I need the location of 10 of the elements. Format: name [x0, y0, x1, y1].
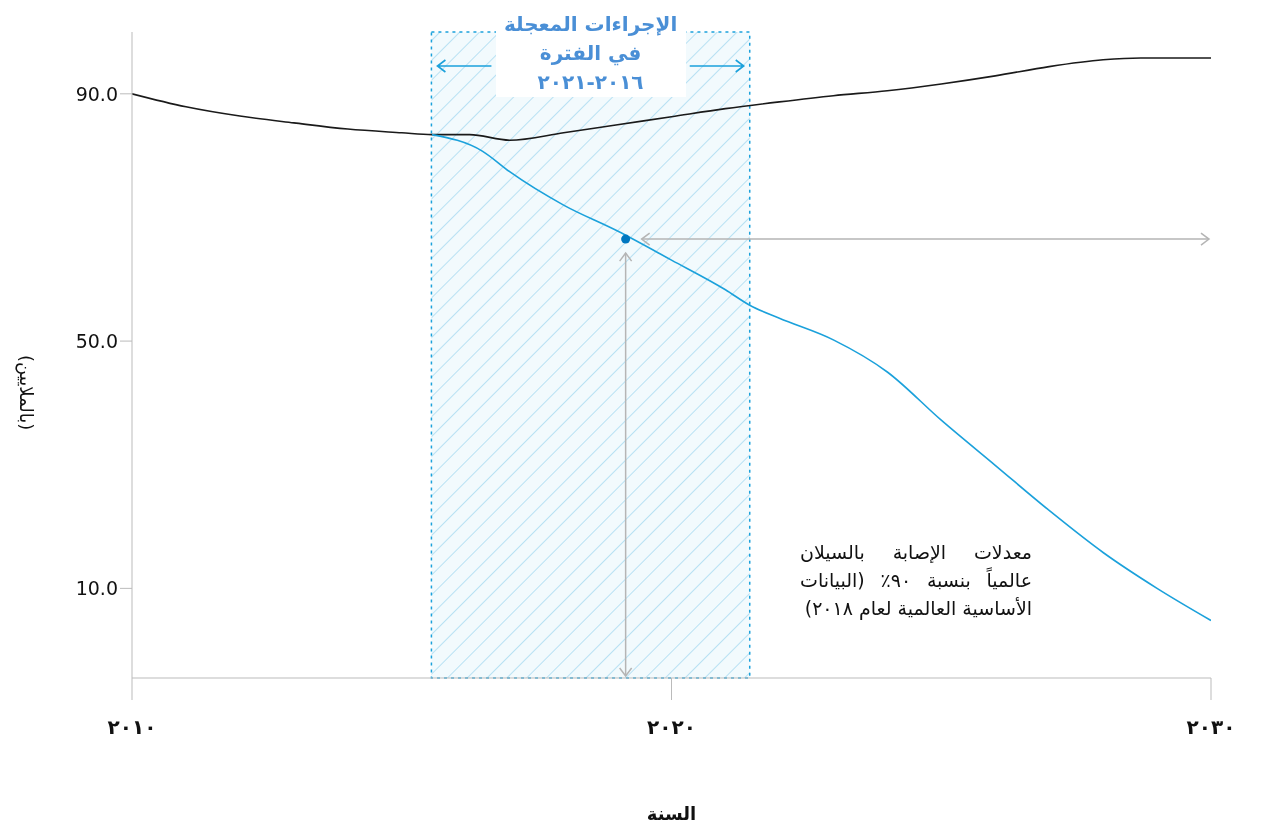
y-tick-label: 90.0 [75, 82, 118, 105]
x-tick-label: ٢٠٢٠ [647, 715, 696, 740]
y-tick-label: 50.0 [75, 329, 118, 352]
x-axis-title: السنة [646, 803, 697, 824]
y-axis-title: (بالملايين) [14, 355, 37, 431]
x-tick-label: ٢٠٣٠ [1186, 715, 1236, 740]
y-tick-label: 10.0 [75, 577, 118, 600]
x-tick-label: ٢٠١٠ [107, 715, 157, 740]
band-label: الإجراءات المعجلة في الفترة ٢٠١٦-٢٠٢١ [495, 10, 686, 97]
annotation: معدلات الإصابة بالسيلان عالمياً بنسبة ٩٠٪ (البيانات الأساسية العالمية لعام ٢٠١٨) [800, 540, 1032, 622]
